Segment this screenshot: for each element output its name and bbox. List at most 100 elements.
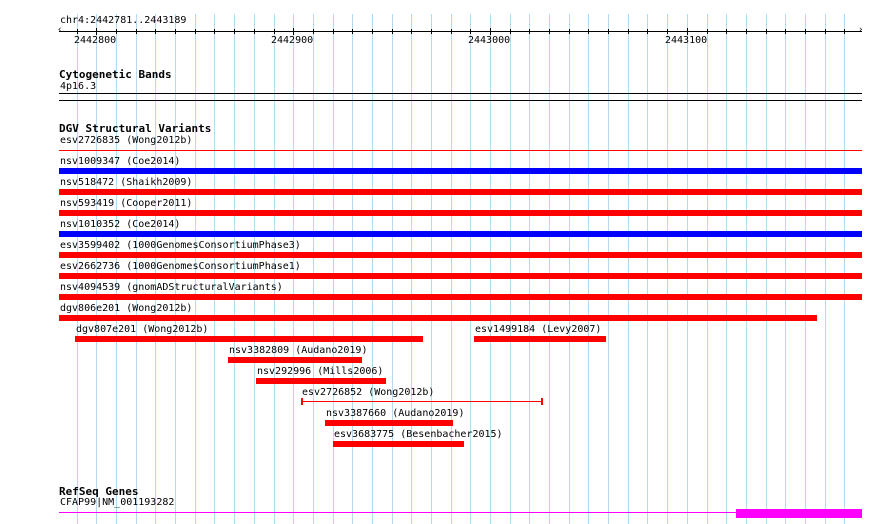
dgv-variant-bar[interactable] [59,294,862,300]
dgv-variant-line[interactable] [301,401,543,402]
locus-label: chr4:2442781..2443189 [60,15,187,26]
dgv-variant-label[interactable]: dgv806e201 (Wong2012b) [60,303,193,314]
grid-line [805,14,806,524]
ruler-minor-tick [569,29,570,34]
ruler-minor-tick [805,29,806,34]
ruler-minor-tick [628,29,629,34]
dgv-variant-bar[interactable] [59,210,862,216]
ruler-minor-tick [726,29,727,34]
grid-line [588,14,589,524]
dgv-variant-bar[interactable] [59,252,862,258]
grid-line [195,14,196,524]
ruler-minor-tick [274,29,275,34]
dgv-variant-label[interactable]: nsv3382809 (Audano2019) [229,345,368,356]
ruler-major-tick [96,28,97,35]
ruler-minor-tick [707,29,708,34]
dgv-variant-label[interactable]: nsv1009347 (Coe2014) [60,156,181,167]
dgv-variant-label[interactable]: esv2662736 (1000GenomesConsortiumPhase1) [60,261,301,272]
dgv-variant-bar[interactable] [228,357,362,363]
ruler-tick-label: 2443100 [665,35,708,46]
ruler-minor-tick [529,29,530,34]
grid-line [687,14,688,524]
ruler-minor-tick [352,29,353,34]
ruler-minor-tick [214,29,215,34]
dgv-variant-label[interactable]: esv2726852 (Wong2012b) [302,387,435,398]
cytoband-label: 4p16.3 [60,81,97,92]
dgv-variant-label[interactable]: esv2726835 (Wong2012b) [60,135,193,146]
ruler-tick-label: 2442900 [271,35,314,46]
gene-intron-line[interactable] [59,512,736,513]
grid-line [175,14,176,524]
grid-line [825,14,826,524]
ruler-minor-tick [372,29,373,34]
grid-line [785,14,786,524]
ruler-minor-tick [647,29,648,34]
dgv-variant-label[interactable]: nsv3387660 (Audano2019) [326,408,465,419]
ruler-minor-tick [431,29,432,34]
grid-line [136,14,137,524]
grid-line [392,14,393,524]
ruler-minor-tick [746,29,747,34]
gene-exon-block[interactable] [736,509,862,518]
dgv-variant-label[interactable]: nsv4094539 (gnomADStructuralVariants) [60,282,283,293]
ruler-minor-tick [451,29,452,34]
grid-line [726,14,727,524]
dgv-variant-bar[interactable] [325,420,453,426]
dgv-variant-bar[interactable] [474,336,606,342]
dgv-variant-bar[interactable] [256,378,386,384]
ruler-minor-tick [766,29,767,34]
ruler-minor-tick [234,29,235,34]
dgv-variant-label[interactable]: esv1499184 (Levy2007) [475,324,602,335]
grid-line [333,14,334,524]
dgv-variant-bar[interactable] [59,315,817,321]
ruler-major-tick [687,28,688,35]
dgv-variant-label[interactable]: dgv807e201 (Wong2012b) [76,324,209,335]
dgv-variant-end-cap [301,398,303,405]
dgv-variant-label[interactable]: nsv593419 (Cooper2011) [60,198,193,209]
ruler-minor-tick [411,29,412,34]
ruler-tick-label: 2442800 [74,35,117,46]
ruler-minor-tick [77,29,78,34]
dgv-variant-bar[interactable] [59,231,862,237]
dgv-variant-bar[interactable] [75,336,423,342]
ruler-minor-tick [254,29,255,34]
dgv-variant-label[interactable]: nsv1010352 (Coe2014) [60,219,181,230]
ruler-minor-tick [470,29,471,34]
dgv-variant-bar[interactable] [333,441,464,447]
grid-line [667,14,668,524]
grid-line [470,14,471,524]
grid-line [77,14,78,524]
grid-line [234,14,235,524]
dgv-variant-bar[interactable] [59,273,862,279]
dgv-variant-label[interactable]: nsv518472 (Shaikh2009) [60,177,193,188]
grid-line [313,14,314,524]
ruler-minor-tick [313,29,314,34]
dgv-variant-label[interactable]: esv3683775 (Besenbacher2015) [334,429,503,440]
ruler-minor-tick [825,29,826,34]
dgv-variant-line[interactable] [59,150,862,151]
ruler-minor-tick [549,29,550,34]
track-separator [59,100,862,101]
grid-line [569,14,570,524]
grid-line [155,14,156,524]
grid-line [214,14,215,524]
refseq-gene-label[interactable]: CFAP99|NM_001193282 [60,497,175,508]
dgv-variant-bar[interactable] [59,168,862,174]
grid-line [451,14,452,524]
ruler-left-arrow-icon: ‹ [57,25,63,35]
ruler-major-tick [293,28,294,35]
cytoband-track-title: Cytogenetic Bands [59,68,172,81]
grid-line [549,14,550,524]
ruler-minor-tick [588,29,589,34]
dgv-variant-bar[interactable] [59,189,862,195]
grid-line [293,14,294,524]
dgv-variant-label[interactable]: esv3599402 (1000GenomesConsortiumPhase3) [60,240,301,251]
grid-line [844,14,845,524]
grid-line [766,14,767,524]
grid-line [746,14,747,524]
grid-line [372,14,373,524]
grid-line [274,14,275,524]
dgv-variant-label[interactable]: nsv292996 (Mills2006) [257,366,384,377]
ruler-minor-tick [844,29,845,34]
